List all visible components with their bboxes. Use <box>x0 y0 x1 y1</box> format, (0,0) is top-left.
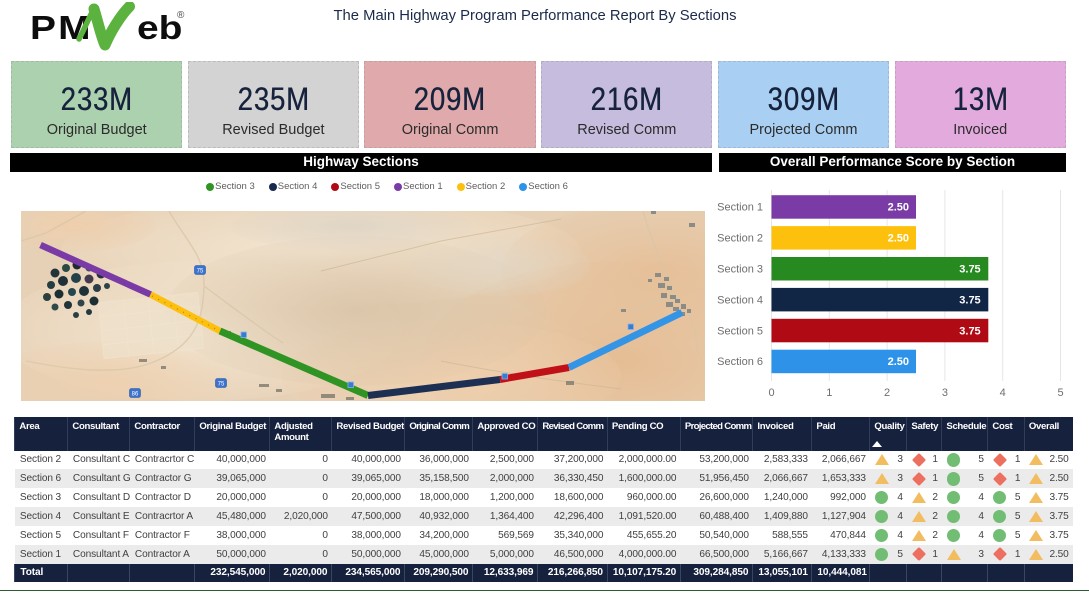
svg-text:86: 86 <box>132 392 139 398</box>
svg-text:4: 4 <box>1000 387 1006 399</box>
svg-text:Section 2: Section 2 <box>717 233 763 245</box>
svg-text:Section 5: Section 5 <box>717 325 763 337</box>
svg-text:0: 0 <box>768 387 774 399</box>
svg-text:3: 3 <box>942 387 948 399</box>
svg-text:Section 1: Section 1 <box>717 202 763 214</box>
svg-text:3.75: 3.75 <box>959 294 980 306</box>
svg-text:2.50: 2.50 <box>888 356 909 368</box>
svg-text:Section 3: Section 3 <box>717 264 763 276</box>
svg-text:3.75: 3.75 <box>959 264 980 276</box>
svg-text:2: 2 <box>884 387 890 399</box>
svg-text:75: 75 <box>218 382 225 388</box>
svg-text:eb: eb <box>137 9 182 46</box>
svg-text:®: ® <box>177 10 185 21</box>
svg-text:2.50: 2.50 <box>888 202 909 214</box>
svg-text:5: 5 <box>1057 387 1063 399</box>
svg-text:Section 6: Section 6 <box>717 356 763 368</box>
svg-text:2.50: 2.50 <box>888 233 909 245</box>
svg-text:1: 1 <box>826 387 832 399</box>
svg-text:75: 75 <box>197 269 204 275</box>
svg-text:3.75: 3.75 <box>959 325 980 337</box>
svg-text:Section 4: Section 4 <box>717 294 763 306</box>
